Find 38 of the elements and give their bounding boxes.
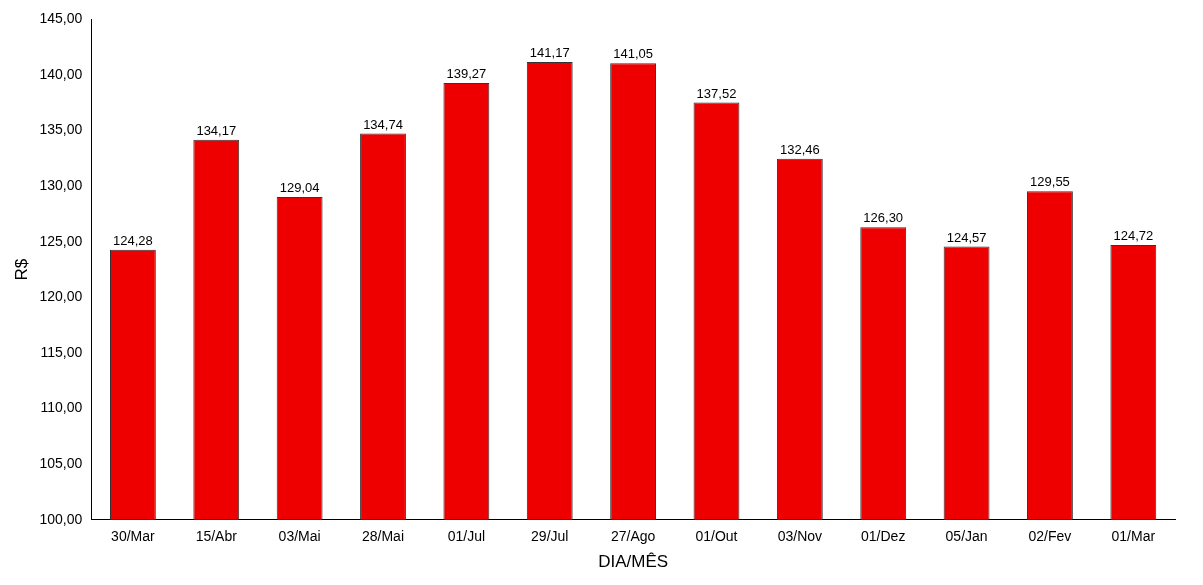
x-tick-label: 01/Dez [861,528,906,545]
data-label: 134,74 [363,116,403,132]
x-tick-label: 30/Mar [111,528,156,545]
y-tick-label: 115,00 [40,343,83,360]
y-tick-label: 120,00 [39,288,83,305]
data-label: 141,17 [529,45,570,61]
x-tick-label: 27/Ago [610,528,656,545]
data-label: 141,05 [613,46,653,62]
y-tick-label: 110,00 [40,399,83,416]
data-label: 132,46 [779,141,820,157]
x-tick-label: 15/Abr [195,528,238,545]
x-tick-label: 29/Jul [531,528,569,545]
y-tick-label: 145,00 [39,10,83,27]
y-tick-label: 140,00 [39,65,83,82]
y-tick-label: 105,00 [39,455,83,472]
x-tick-label: 01/Out [695,528,738,545]
data-label: 124,57 [946,229,987,245]
data-label: 139,27 [446,66,487,82]
x-tick-label: 03/Nov [777,528,823,545]
x-tick-label: 01/Mar [1111,528,1156,545]
data-label: 124,72 [1113,227,1154,243]
x-tick-label: 02/Fev [1028,528,1072,545]
x-tick-label: 01/Jul [447,528,486,545]
x-tick-label: 05/Jan [945,528,988,545]
y-tick-label: 135,00 [39,121,83,138]
y-axis-title: R$ [11,258,31,281]
y-tick-label: 125,00 [39,232,83,249]
data-label: 137,52 [696,85,737,101]
x-tick-label: 28/Mai [361,528,405,545]
y-tick-label: 130,00 [39,177,83,194]
data-label: 129,04 [279,179,320,195]
data-label: 129,55 [1030,174,1070,190]
data-label: 134,17 [196,122,237,138]
data-label: 126,30 [863,210,904,226]
x-axis-title: DIA/MÊS [598,552,669,572]
data-label: 124,28 [113,232,153,248]
y-tick-label: 100,00 [39,510,83,527]
x-tick-label: 03/Mai [278,528,321,545]
